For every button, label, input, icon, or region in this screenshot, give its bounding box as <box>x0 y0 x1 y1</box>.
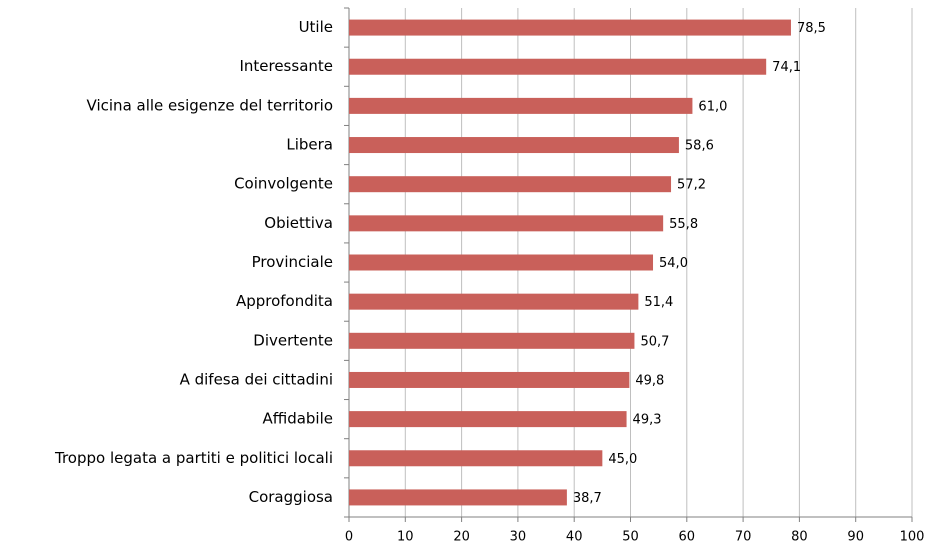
y-tick-label: Divertente <box>253 331 333 349</box>
x-tick-label: 10 <box>397 530 414 545</box>
data-label: 38,7 <box>573 491 602 506</box>
data-label: 58,6 <box>685 139 714 154</box>
data-label: 78,5 <box>797 21 826 36</box>
y-tick-label: A difesa dei cittadini <box>180 370 333 388</box>
x-tick-label: 20 <box>453 530 470 545</box>
data-label: 51,4 <box>644 295 673 310</box>
y-tick-label: Utile <box>299 18 333 36</box>
data-label: 57,2 <box>677 178 706 193</box>
bar <box>349 97 693 114</box>
x-tick-label: 50 <box>622 530 639 545</box>
bar <box>349 254 654 271</box>
bar <box>349 19 791 36</box>
x-tick-label: 40 <box>566 530 583 545</box>
x-tick-label: 70 <box>735 530 752 545</box>
y-tick-label: Interessante <box>239 57 333 75</box>
y-tick-label: Libera <box>286 136 333 154</box>
x-tick-label: 0 <box>345 530 353 545</box>
y-tick-label: Coinvolgente <box>234 175 333 193</box>
data-label: 74,1 <box>772 60 801 75</box>
bar <box>349 371 630 388</box>
bar <box>349 215 664 232</box>
bar <box>349 411 627 428</box>
x-tick-label: 30 <box>510 530 527 545</box>
bar <box>349 137 679 154</box>
data-label: 49,3 <box>633 413 662 428</box>
y-tick-label: Obiettiva <box>264 214 333 232</box>
bar <box>349 489 567 506</box>
bar <box>349 293 639 310</box>
y-tick-label: Coraggiosa <box>249 488 333 506</box>
data-label: 55,8 <box>669 217 698 232</box>
y-tick-label: Affidabile <box>262 410 333 428</box>
bar <box>349 58 767 75</box>
x-tick-label: 60 <box>679 530 696 545</box>
x-tick-label: 100 <box>900 530 925 545</box>
bar <box>349 176 672 193</box>
y-tick-label: Troppo legata a partiti e politici local… <box>54 449 333 467</box>
data-label: 61,0 <box>698 99 727 114</box>
data-label: 49,8 <box>635 373 664 388</box>
data-label: 54,0 <box>659 256 688 271</box>
y-tick-label: Approfondita <box>236 292 333 310</box>
bar <box>349 332 635 349</box>
x-tick-label: 90 <box>847 530 864 545</box>
x-tick-label: 80 <box>791 530 808 545</box>
y-tick-label: Vicina alle esigenze del territorio <box>87 96 333 114</box>
bar <box>349 450 603 467</box>
y-tick-label: Provinciale <box>252 253 333 271</box>
data-label: 50,7 <box>640 334 669 349</box>
data-label: 45,0 <box>608 452 637 467</box>
